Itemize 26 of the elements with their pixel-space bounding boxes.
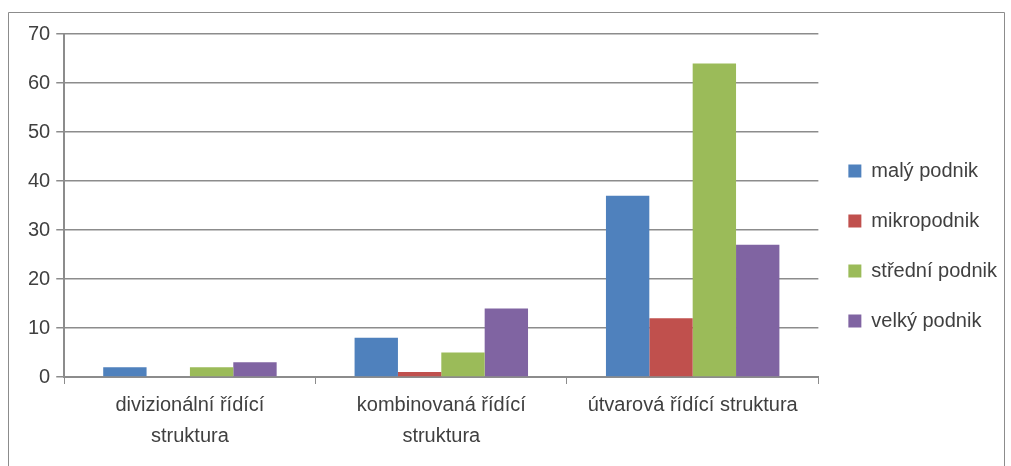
bar (441, 352, 485, 377)
bar (354, 337, 398, 377)
y-tick-label: 40 (28, 168, 51, 191)
y-tick-label: 10 (28, 315, 51, 338)
legend-label: střední podnik (871, 258, 998, 281)
legend-label: mikropodnik (871, 208, 981, 231)
x-tick-label: divizionální řídící struktura (115, 393, 265, 447)
y-tick-label: 30 (28, 217, 51, 240)
x-tick-label: útvarová řídící struktura (587, 393, 799, 416)
bar (233, 362, 277, 377)
bar (484, 308, 529, 377)
y-tick-label: 70 (28, 21, 51, 44)
y-tick-label: 0 (39, 364, 51, 387)
legend-label: malý podnik (871, 158, 980, 181)
bar (649, 318, 693, 377)
bar (736, 244, 780, 377)
x-tick-label: kombinovaná řídící struktura (356, 393, 527, 447)
bar (397, 372, 442, 377)
y-tick-label: 20 (28, 266, 51, 289)
bar (692, 63, 737, 377)
y-tick-label: 60 (28, 70, 51, 93)
bar (189, 367, 234, 377)
legend-label: velký podnik (871, 308, 983, 331)
bar (605, 195, 650, 377)
y-tick-label: 50 (28, 119, 51, 142)
bar (103, 367, 147, 377)
